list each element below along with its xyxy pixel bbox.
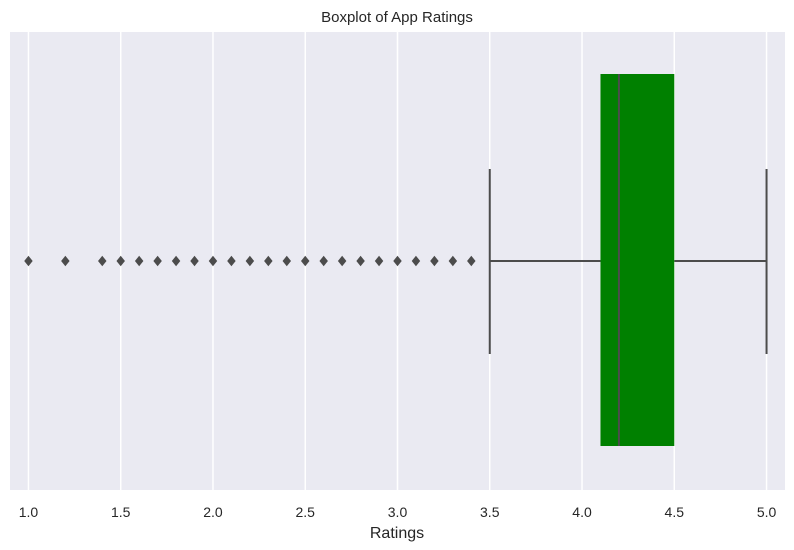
x-tick-label: 3.5 bbox=[480, 504, 500, 520]
x-tick-label: 2.5 bbox=[296, 504, 316, 520]
outlier-point bbox=[300, 255, 310, 267]
outlier-point bbox=[134, 255, 144, 267]
outlier-point bbox=[393, 255, 402, 267]
outlier-point bbox=[374, 255, 384, 267]
outlier-point bbox=[448, 255, 458, 267]
outlier-point bbox=[356, 255, 365, 267]
outlier-point bbox=[319, 255, 328, 267]
x-tick-label: 5.0 bbox=[757, 504, 777, 520]
outlier-points bbox=[24, 255, 476, 267]
x-tick-label: 4.5 bbox=[665, 504, 685, 520]
x-tick-label: 1.5 bbox=[111, 504, 131, 520]
outlier-point bbox=[227, 255, 236, 267]
outlier-point bbox=[245, 255, 255, 267]
box-element bbox=[488, 74, 768, 446]
outlier-point bbox=[61, 255, 70, 267]
outlier-point bbox=[264, 255, 273, 267]
chart-title: Boxplot of App Ratings bbox=[321, 9, 473, 26]
outlier-point bbox=[337, 255, 347, 267]
x-tick-label: 2.0 bbox=[203, 504, 223, 520]
outlier-point bbox=[282, 255, 292, 267]
outlier-point bbox=[153, 255, 162, 267]
outlier-point bbox=[411, 255, 421, 267]
outlier-point bbox=[467, 255, 476, 267]
outlier-point bbox=[24, 255, 33, 267]
x-tick-label: 4.0 bbox=[572, 504, 592, 520]
outlier-point bbox=[98, 255, 107, 267]
x-tick-label: 1.0 bbox=[19, 504, 39, 520]
x-tick-labels: 1.0 1.5 2.0 2.5 3.0 3.5 4.0 4.5 5.0 bbox=[19, 504, 777, 520]
outlier-point bbox=[430, 255, 439, 267]
x-tick-label: 3.0 bbox=[388, 504, 408, 520]
outlier-point bbox=[171, 255, 181, 267]
outlier-point bbox=[116, 255, 125, 267]
iqr-box bbox=[600, 74, 675, 446]
outlier-point bbox=[208, 255, 218, 267]
x-axis-label: Ratings bbox=[370, 525, 424, 542]
outlier-point bbox=[190, 255, 199, 267]
